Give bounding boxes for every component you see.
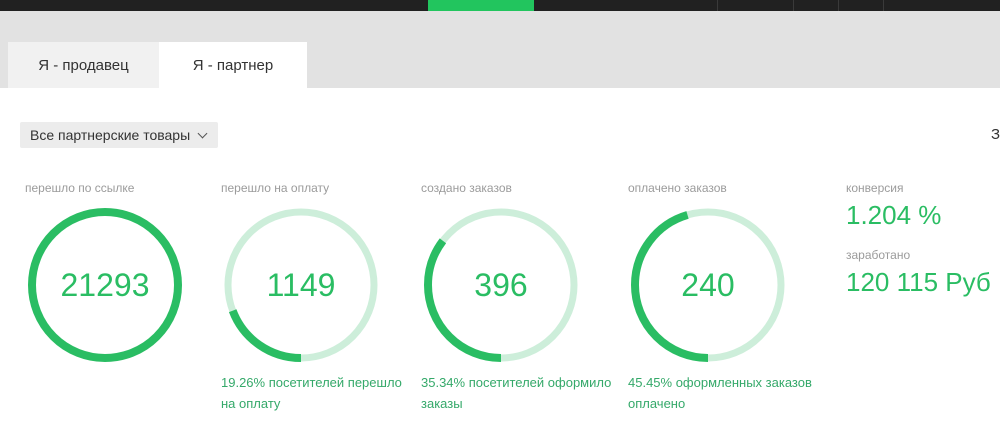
stat-column-2: перешло на оплату 1149 19.26% посетителей … xyxy=(221,181,421,414)
top-nav-bar xyxy=(0,0,1000,11)
stat-label: перешло на оплату xyxy=(221,181,330,195)
donut-ring-svg xyxy=(631,208,785,362)
stat-caption: 35.34% посетителей оформило заказы xyxy=(421,375,612,411)
summary-panel: конверсия 1.204 % заработано 120 115 Руб xyxy=(846,181,1000,297)
stat-column-1: перешло по ссылке 21293 xyxy=(25,181,225,365)
top-nav-divider xyxy=(883,0,884,11)
stat-value: 240 xyxy=(681,266,735,303)
stat-caption: 45.45% оформленных заказов оплачено xyxy=(628,375,812,411)
donut-ring-svg xyxy=(224,208,378,362)
donut-ring-svg xyxy=(28,208,182,362)
stat-value: 21293 xyxy=(60,266,150,303)
products-filter-dropdown[interactable]: Все партнерские товары xyxy=(20,122,219,148)
earned-value: 120 115 Руб xyxy=(846,267,991,297)
stat-value: 1149 xyxy=(266,266,336,303)
tab-seller[interactable]: Я - продавец xyxy=(8,42,159,88)
stat-caption: 19.26% посетителей перешло на оплату xyxy=(221,375,402,411)
stat-column-3: создано заказов 396 35.34% посетителей офо… xyxy=(421,181,621,414)
earned-label: заработано xyxy=(846,248,911,262)
conversion-label: конверсия xyxy=(846,181,904,195)
top-nav-divider xyxy=(793,0,794,11)
donut-chart: 1149 xyxy=(221,205,381,365)
donut-chart: 21293 xyxy=(25,205,185,365)
donut-chart: 396 xyxy=(421,205,581,365)
products-filter-label: Все партнерские товары xyxy=(30,127,191,143)
header-band: Я - продавец Я - партнер xyxy=(0,11,1000,88)
stat-value: 396 xyxy=(474,266,528,303)
stat-label: создано заказов xyxy=(421,181,512,195)
stat-label: перешло по ссылке xyxy=(25,181,135,195)
donut-chart: 240 xyxy=(628,205,788,365)
tab-partner[interactable]: Я - партнер xyxy=(159,42,307,88)
top-nav-divider xyxy=(838,0,839,11)
clipped-right-control[interactable]: З xyxy=(991,126,1000,143)
top-nav-divider xyxy=(717,0,718,11)
donut-ring-svg xyxy=(424,208,578,362)
conversion-value: 1.204 % xyxy=(846,200,942,230)
top-nav-active-item[interactable] xyxy=(428,0,534,11)
stat-label: оплачено заказов xyxy=(628,181,727,195)
stat-column-4: оплачено заказов 240 45.45% оформленных за… xyxy=(628,181,828,414)
